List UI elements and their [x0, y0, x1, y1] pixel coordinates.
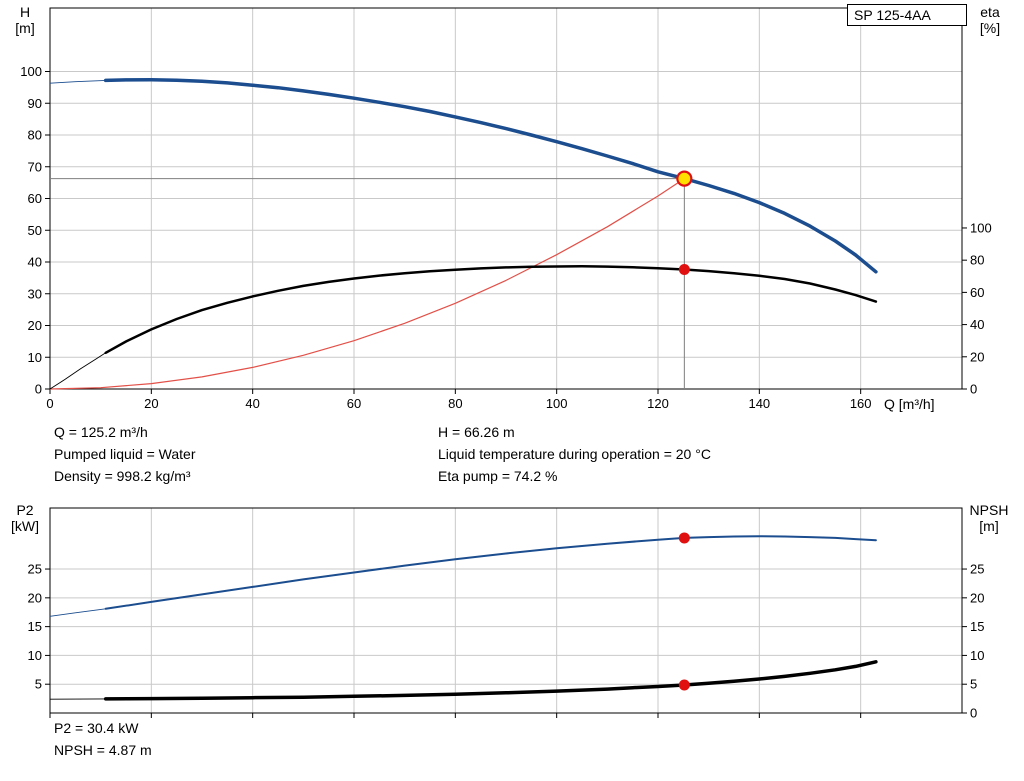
- duty-q-value: Q = 125.2 m³/h: [54, 424, 148, 440]
- x-tick-label: 60: [347, 396, 361, 411]
- npsh-axis-unit: [m]: [979, 518, 999, 534]
- left-tick-label: 20: [28, 318, 42, 333]
- left-tick-label: 30: [28, 286, 42, 301]
- npsh-axis-name: NPSH: [969, 502, 1009, 518]
- density-value: Density = 998.2 kg/m³: [54, 468, 191, 484]
- left-tick-label: 50: [28, 223, 42, 238]
- right-tick-label: 0: [970, 706, 977, 721]
- p2-axis-unit: [kW]: [11, 518, 39, 534]
- plot-frame: [49, 507, 963, 714]
- p2-power-curve-thin: [49, 608, 106, 617]
- q-axis-title: Q [m³/h]: [884, 396, 935, 412]
- left-tick-label: 20: [28, 590, 42, 605]
- h-axis-title: H [m]: [2, 4, 48, 36]
- x-tick-label: 40: [245, 396, 259, 411]
- left-tick-label: 60: [28, 191, 42, 206]
- duty-info-left: Q = 125.2 m³/h Pumped liquid = Water Den…: [54, 421, 196, 487]
- efficiency-curve: [104, 265, 878, 355]
- duty-info-right: H = 66.26 m Liquid temperature during op…: [438, 421, 711, 487]
- eta-pump-value: Eta pump = 74.2 %: [438, 468, 558, 484]
- npsh-curve: [103, 660, 878, 701]
- right-tick-label: 20: [970, 590, 984, 605]
- duty-point-marker[interactable]: [676, 170, 693, 187]
- liquid-temperature: Liquid temperature during operation = 20…: [438, 446, 711, 462]
- npsh-axis-title: NPSH [m]: [958, 502, 1020, 534]
- power-npsh-info: P2 = 30.4 kW NPSH = 4.87 m: [54, 717, 152, 761]
- x-tick-label: 100: [546, 396, 568, 411]
- left-tick-label: 5: [35, 677, 42, 692]
- left-tick-label: 70: [28, 159, 42, 174]
- pumped-liquid: Pumped liquid = Water: [54, 446, 196, 462]
- pump-head-curve: [103, 78, 878, 274]
- left-tick-label: 40: [28, 255, 42, 270]
- left-tick-label: 10: [28, 648, 42, 663]
- npsh-value: NPSH = 4.87 m: [54, 742, 152, 758]
- left-tick-label: 90: [28, 96, 42, 111]
- pump-head-curve-thin: [49, 79, 106, 84]
- x-tick-label: 120: [647, 396, 669, 411]
- x-tick-label: 160: [850, 396, 872, 411]
- left-tick-label: 25: [28, 562, 42, 577]
- left-tick-label: 10: [28, 350, 42, 365]
- right-tick-label: 5: [970, 677, 977, 692]
- p2-axis-title: P2 [kW]: [2, 502, 48, 534]
- x-tick-label: 140: [748, 396, 770, 411]
- p2-axis-name: P2: [16, 502, 34, 518]
- h-axis-name: H: [19, 4, 31, 20]
- efficiency-curve-thin: [49, 352, 106, 390]
- left-tick-label: 80: [28, 128, 42, 143]
- hq-efficiency-plot[interactable]: 0 20 40 60 80 100 120 140 160 0 10 20 30 40 50 60 70 80 90…: [20, 7, 992, 411]
- right-tick-label: 15: [970, 619, 984, 634]
- pump-type-box: SP 125-4AA: [847, 4, 967, 26]
- right-tick-label: 80: [970, 253, 984, 268]
- x-tick-label: 0: [46, 396, 53, 411]
- right-tick-label: 25: [970, 562, 984, 577]
- right-tick-label: 100: [970, 220, 992, 235]
- eta-axis-unit: [%]: [979, 20, 1001, 36]
- duty-dot-marker[interactable]: [678, 532, 690, 544]
- left-tick-label: 0: [35, 382, 42, 397]
- p2-value: P2 = 30.4 kW: [54, 720, 139, 736]
- p2-power-curve: [104, 535, 877, 610]
- right-tick-label: 20: [970, 349, 984, 364]
- right-tick-label: 40: [970, 317, 984, 332]
- eta-axis-title: eta [%]: [966, 4, 1014, 36]
- eta-axis-name: eta: [980, 4, 1000, 20]
- right-tick-label: 10: [970, 648, 984, 663]
- right-tick-label: 0: [970, 382, 977, 397]
- p2-npsh-plot[interactable]: 5 10 15 20 25 0 5 10 15 20 25: [28, 507, 985, 721]
- left-tick-label: 100: [20, 64, 42, 79]
- x-tick-label: 80: [448, 396, 462, 411]
- duty-dot-marker[interactable]: [678, 679, 690, 691]
- duty-dot-marker[interactable]: [678, 264, 690, 276]
- system-curve: [49, 178, 685, 390]
- x-tick-label: 20: [144, 396, 158, 411]
- h-axis-unit: [m]: [15, 20, 35, 36]
- right-tick-label: 60: [970, 285, 984, 300]
- left-tick-label: 15: [28, 619, 42, 634]
- duty-h-value: H = 66.26 m: [438, 424, 515, 440]
